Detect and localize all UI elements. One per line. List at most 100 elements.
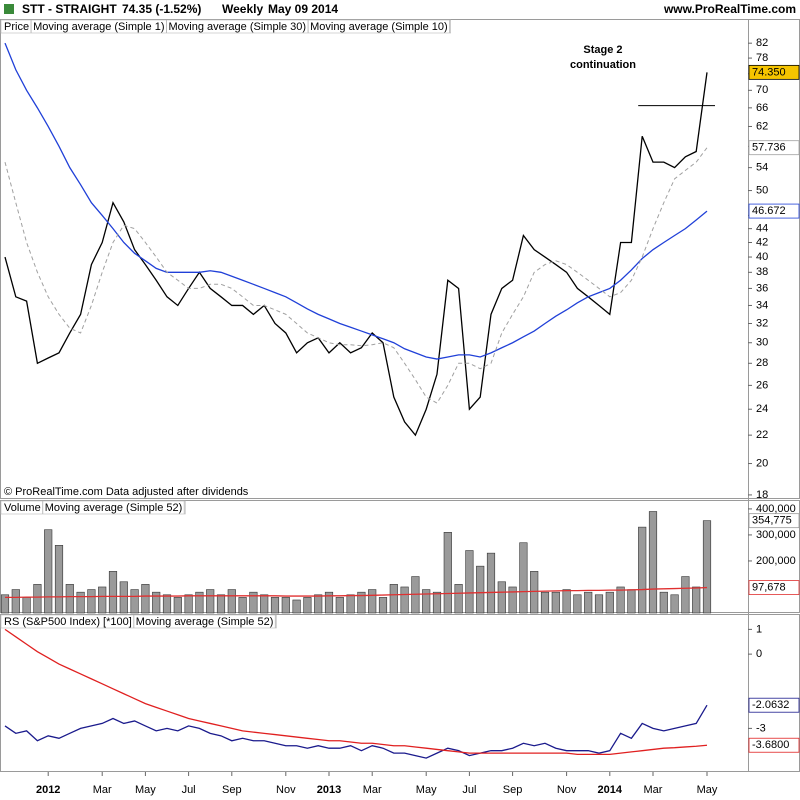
volume-bar — [368, 589, 377, 614]
y-tick-label: 0 — [756, 648, 762, 660]
x-tick-label: Sep — [503, 784, 523, 796]
volume-bar — [206, 589, 215, 614]
y-tick-label: 40 — [756, 251, 768, 263]
x-tick-label: Jul — [182, 784, 196, 796]
volume-bar — [638, 526, 647, 614]
annotation: Stage 2 — [583, 44, 622, 56]
last-value-label: 354,775 — [752, 515, 792, 527]
legend-entry: Moving average (Simple 10) — [310, 21, 448, 33]
volume-bar — [465, 550, 474, 614]
volume-bar — [216, 594, 226, 614]
legend-entry: Moving average (Simple 1) — [33, 21, 164, 33]
volume-bar — [422, 589, 431, 614]
volume-bar — [227, 589, 236, 614]
series-line — [4, 147, 708, 404]
last-value-box — [748, 64, 800, 80]
legend-entry: Moving average (Simple 52) — [136, 616, 274, 628]
series-line — [4, 72, 708, 437]
x-tick-label: May — [135, 784, 156, 796]
last-value-label: 57.736 — [752, 142, 786, 154]
volume-bar — [141, 584, 150, 614]
y-tick-label: 300,000 — [756, 529, 796, 541]
y-tick-label: 82 — [756, 37, 768, 49]
y-tick-label: 78 — [756, 52, 768, 64]
footnote: © ProRealTime.com Data adjusted after di… — [4, 486, 249, 498]
y-tick-label: 26 — [756, 379, 768, 391]
volume-bar — [659, 591, 668, 614]
volume-bar — [173, 597, 182, 614]
chart-icon — [4, 4, 14, 14]
volume-bar — [292, 599, 301, 614]
volume-bar — [432, 591, 442, 614]
volume-bar — [324, 591, 334, 614]
legend-entry: Moving average (Simple 30) — [169, 21, 307, 33]
legend-background — [0, 19, 451, 34]
last-value-label: -3.6800 — [752, 739, 789, 751]
last-value-box — [748, 697, 800, 713]
volume-bar — [670, 594, 679, 614]
y-tick-label: 30 — [756, 337, 768, 349]
volume-bar — [692, 586, 701, 614]
volume-bar — [540, 591, 550, 614]
x-tick-label: Mar — [644, 784, 663, 796]
y-tick-label: 62 — [756, 120, 768, 132]
volume-bar — [249, 591, 258, 614]
y-tick-label: 20 — [756, 457, 768, 469]
legend-entry: Price — [4, 21, 29, 33]
y-tick-label: 22 — [756, 429, 768, 441]
volume-bar — [486, 552, 496, 614]
last-value-box — [748, 140, 800, 156]
volume-bar — [184, 594, 193, 614]
y-tick-label: 32 — [756, 317, 768, 329]
series-line — [4, 704, 708, 759]
last-value-box — [748, 580, 800, 595]
volume-bar — [98, 586, 107, 614]
volume-bar — [270, 597, 280, 614]
x-tick-label: 2013 — [317, 784, 341, 796]
volume-bar — [702, 520, 712, 614]
volume-bar — [33, 584, 42, 614]
last-value-box — [748, 513, 800, 529]
legend-entry: Volume — [4, 502, 41, 514]
volume-bar — [530, 571, 539, 614]
volume-bar — [519, 542, 528, 614]
volume-bar — [11, 589, 20, 614]
volume-bar — [87, 589, 96, 614]
volume-bar — [152, 591, 161, 614]
legend-entry: RS (S&P500 Index) [*100] — [4, 616, 132, 628]
x-tick-label: Mar — [363, 784, 382, 796]
x-tick-label: May — [697, 784, 718, 796]
volume-bar — [562, 589, 571, 614]
site: www.ProRealTime.com — [663, 2, 796, 16]
volume-bar — [162, 594, 172, 614]
series-line — [4, 628, 708, 756]
y-tick-label: 38 — [756, 266, 768, 278]
volume-bar — [119, 581, 128, 614]
last-value-box — [748, 203, 800, 219]
volume-bar — [389, 584, 398, 614]
y-tick-label: 1 — [756, 623, 762, 635]
volume-bar — [260, 594, 269, 614]
legend-background — [0, 614, 277, 629]
volume-bar — [76, 591, 85, 614]
volume-bar — [681, 576, 690, 614]
y-tick-label: 50 — [756, 184, 768, 196]
x-tick-label: Nov — [557, 784, 577, 796]
volume-bar — [303, 597, 312, 614]
volume-bar — [65, 584, 74, 614]
period: Weekly — [222, 2, 263, 16]
x-tick-label: 2012 — [36, 784, 60, 796]
volume-bar — [0, 594, 10, 614]
y-tick-label: 18 — [756, 489, 768, 501]
volume-bar — [443, 532, 452, 614]
x-tick-label: May — [416, 784, 437, 796]
y-tick-label: 70 — [756, 84, 768, 96]
volume-bar — [108, 571, 118, 614]
y-tick-label: 42 — [756, 236, 768, 248]
y-tick-label: 44 — [756, 223, 768, 235]
symbol-title: STT - STRAIGHT — [22, 2, 117, 16]
y-tick-label: 66 — [756, 102, 768, 114]
volume-bar — [346, 594, 355, 614]
